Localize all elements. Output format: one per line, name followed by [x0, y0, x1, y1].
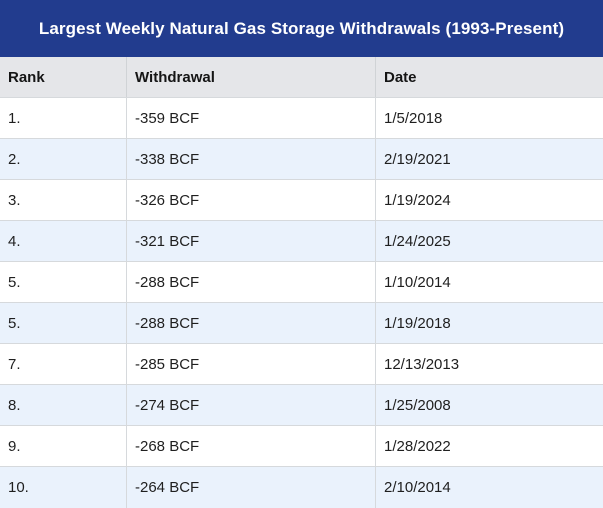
rank-cell: 2.: [8, 150, 21, 168]
table-row: 3. -326 BCF 1/19/2024: [0, 180, 603, 221]
withdrawal-cell: -321 BCF: [126, 221, 375, 261]
withdrawal-cell: -326 BCF: [126, 180, 375, 220]
withdrawal-cell: -268 BCF: [126, 426, 375, 466]
table-row: 2. -338 BCF 2/19/2021: [0, 139, 603, 180]
date-cell: 1/24/2025: [375, 221, 603, 261]
column-header-withdrawal: Withdrawal: [126, 57, 375, 97]
date-cell: 12/13/2013: [375, 344, 603, 384]
title-banner: Largest Weekly Natural Gas Storage Withd…: [0, 0, 603, 57]
withdrawal-cell: -288 BCF: [126, 303, 375, 343]
column-header-date: Date: [375, 57, 603, 97]
date-cell: 1/5/2018: [375, 98, 603, 138]
rank-cell: 1.: [8, 109, 21, 127]
date-cell: 2/19/2021: [375, 139, 603, 179]
date-cell: 1/19/2024: [375, 180, 603, 220]
withdrawal-cell: -359 BCF: [126, 98, 375, 138]
table-row: 4. -321 BCF 1/24/2025: [0, 221, 603, 262]
withdrawal-cell: -264 BCF: [126, 467, 375, 508]
rank-cell: 10.: [8, 479, 29, 496]
date-cell: 1/25/2008: [375, 385, 603, 425]
table-row: 5. -288 BCF 1/19/2018: [0, 303, 603, 344]
table-header-row: Rank Withdrawal Date: [0, 57, 603, 98]
rank-cell: 9.: [8, 437, 21, 455]
column-header-rank: Rank: [8, 68, 45, 86]
table-row: 9. -268 BCF 1/28/2022: [0, 426, 603, 467]
withdrawal-cell: -288 BCF: [126, 262, 375, 302]
withdrawal-cell: -338 BCF: [126, 139, 375, 179]
table-row: 10. -264 BCF 2/10/2014: [0, 467, 603, 508]
table-row: 5. -288 BCF 1/10/2014: [0, 262, 603, 303]
table-row: 1. -359 BCF 1/5/2018: [0, 98, 603, 139]
withdrawal-cell: -285 BCF: [126, 344, 375, 384]
page-title: Largest Weekly Natural Gas Storage Withd…: [38, 18, 565, 38]
date-cell: 1/19/2018: [375, 303, 603, 343]
withdrawal-cell: -274 BCF: [126, 385, 375, 425]
date-cell: 1/10/2014: [375, 262, 603, 302]
table-row: 7. -285 BCF 12/13/2013: [0, 344, 603, 385]
rank-cell: 4.: [8, 232, 21, 250]
rank-cell: 3.: [8, 191, 21, 209]
rank-cell: 5.: [8, 314, 21, 332]
table-row: 8. -274 BCF 1/25/2008: [0, 385, 603, 426]
rank-cell: 5.: [8, 273, 21, 291]
rank-cell: 8.: [8, 396, 21, 414]
date-cell: 2/10/2014: [375, 467, 603, 508]
date-cell: 1/28/2022: [375, 426, 603, 466]
rank-cell: 7.: [8, 355, 21, 373]
